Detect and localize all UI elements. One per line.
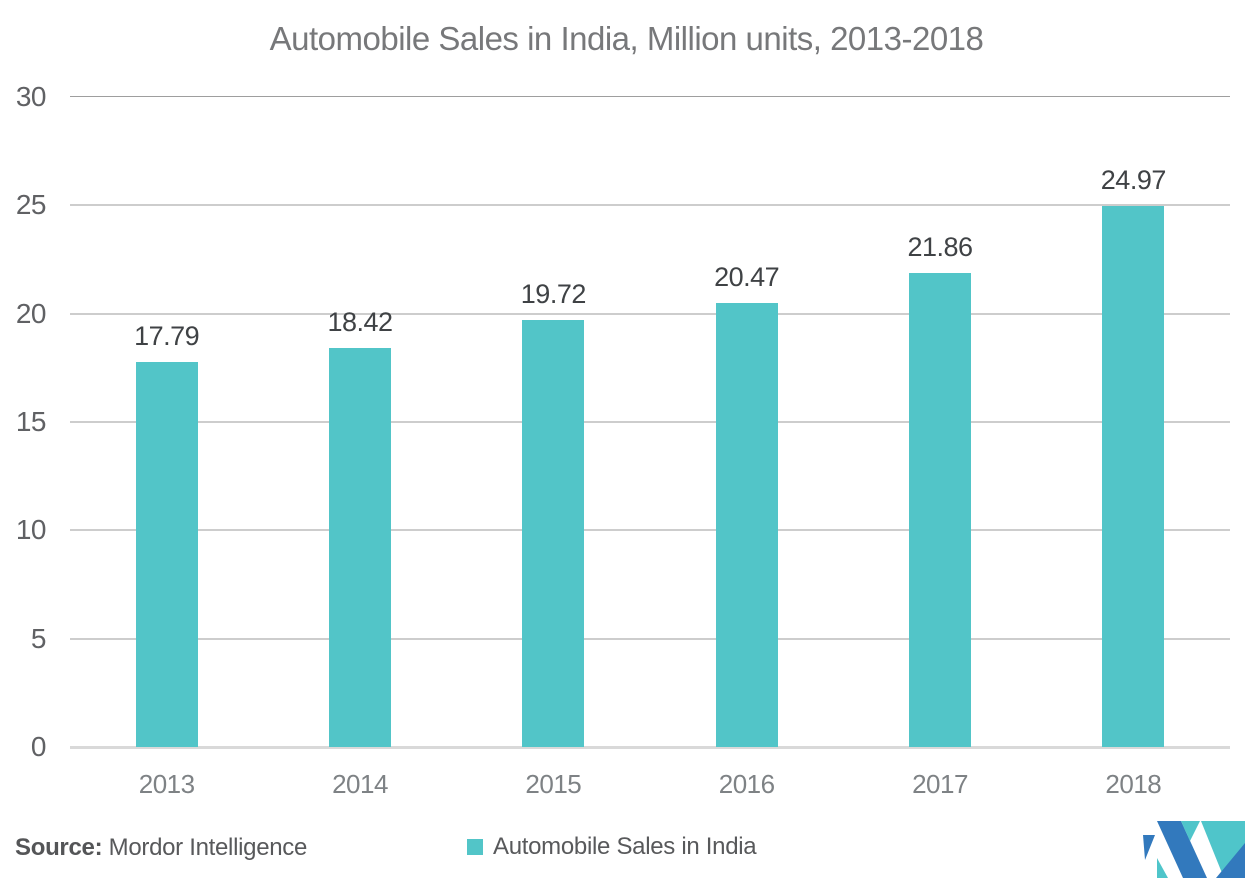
bar-2013 xyxy=(135,361,198,747)
logo-shape xyxy=(1143,835,1155,860)
chart-legend: Automobile Sales in India xyxy=(467,833,757,861)
mordor-intelligence-logo xyxy=(1143,821,1245,878)
logo-shape xyxy=(1216,843,1245,878)
logo-shape xyxy=(1181,821,1200,841)
gridline-30 xyxy=(70,96,1230,97)
legend-swatch xyxy=(467,839,483,855)
gridline-15 xyxy=(70,421,1230,423)
bar-2015 xyxy=(522,319,585,747)
bar-value-label-2016: 20.47 xyxy=(714,262,780,293)
x-axis: 2013 2014 2015 2016 2017 2018 xyxy=(70,769,1230,805)
x-axis-label-2017: 2017 xyxy=(912,769,968,799)
x-axis-label-2018: 2018 xyxy=(1105,769,1162,799)
x-axis-label-2016: 2016 xyxy=(718,769,775,799)
chart-title: Automobile Sales in India, Million units… xyxy=(269,20,984,57)
x-axis-label-2014: 2014 xyxy=(332,769,388,799)
y-axis-label-20: 20 xyxy=(15,297,47,329)
y-axis-label-10: 10 xyxy=(15,514,47,546)
x-axis-label-2013: 2013 xyxy=(138,769,195,799)
bar-value-label-2015: 19.72 xyxy=(520,278,587,309)
y-axis-label-5: 5 xyxy=(30,622,47,654)
gridline-20 xyxy=(70,312,1230,315)
gridline-5 xyxy=(70,637,1230,640)
y-axis-label-0: 0 xyxy=(30,731,47,762)
source-label: Source: xyxy=(15,834,103,861)
bar-value-label-2013: 17.79 xyxy=(134,320,200,351)
bar-value-label-2014: 18.42 xyxy=(327,306,393,337)
logo-shape xyxy=(1157,821,1207,878)
logo-shape xyxy=(1157,858,1168,878)
x-axis-label-2015: 2015 xyxy=(525,769,582,799)
gridline-25 xyxy=(70,204,1230,207)
gridline-0 xyxy=(70,746,1230,749)
y-axis: 30 25 20 15 10 5 0 xyxy=(0,83,47,761)
bar-value-label-2017: 21.86 xyxy=(907,232,973,263)
bar-2016 xyxy=(715,303,778,747)
bar-2014 xyxy=(329,347,391,747)
legend-label: Automobile Sales in India xyxy=(493,833,757,860)
plot-area: 17.79 18.42 19.72 20.47 21.86 24.97 xyxy=(70,96,1230,749)
bar-value-label-2018: 24.97 xyxy=(1100,164,1167,195)
gridline-10 xyxy=(70,529,1230,532)
bar-2017 xyxy=(909,273,971,747)
source-line: Source: Mordor Intelligence xyxy=(15,834,307,862)
bar-2018 xyxy=(1102,205,1165,747)
y-axis-label-15: 15 xyxy=(15,406,47,437)
y-axis-label-30: 30 xyxy=(15,81,47,112)
source-value: Mordor Intelligence xyxy=(102,834,308,861)
y-axis-label-25: 25 xyxy=(15,189,47,221)
